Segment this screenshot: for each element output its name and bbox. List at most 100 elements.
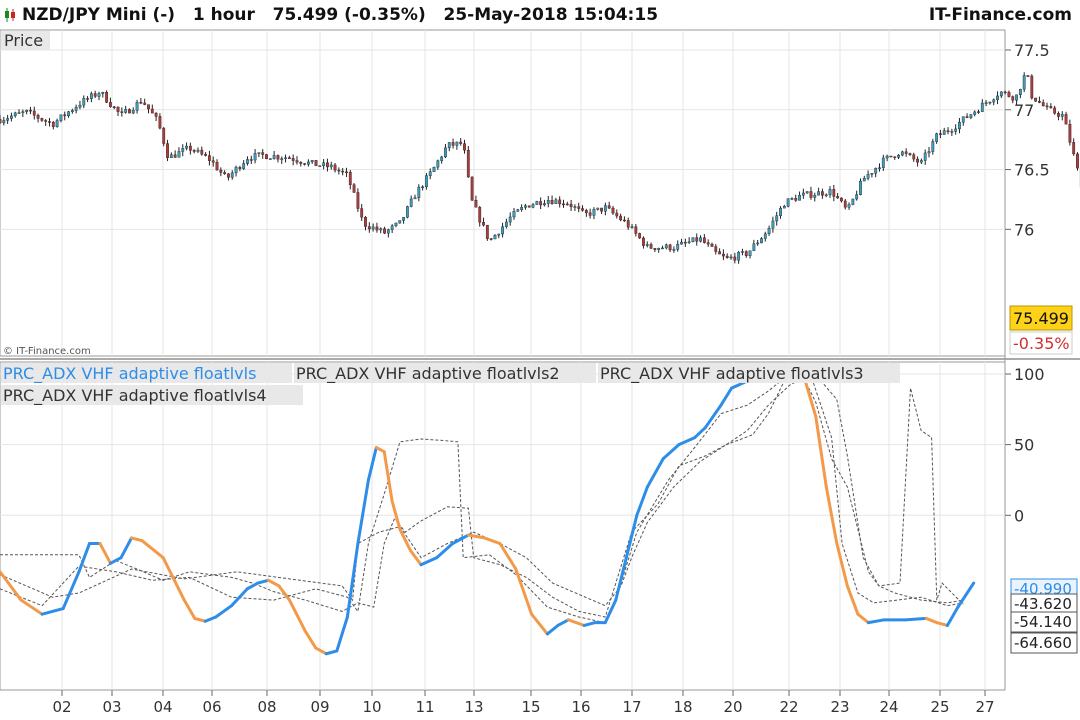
oscillator-segment [451,533,470,546]
price-panel[interactable] [0,29,1006,357]
candle [801,188,805,199]
candle [786,198,790,208]
candle [268,158,272,160]
candle [10,112,13,122]
candle [565,201,569,206]
candle [131,107,135,115]
candle [246,156,249,166]
indicator-tab-1-label: PRC_ADX VHF adaptive floatlvls [3,364,256,384]
copyright-text: © IT-Finance.com [3,346,91,357]
x-tick-label: 02 [52,698,71,716]
candle [409,195,413,208]
candle [737,250,741,264]
candle [0,114,2,125]
candle [885,154,889,162]
candle [699,235,702,243]
candle [238,165,242,172]
candle [649,242,653,249]
oscillator-segment [303,629,318,650]
last-price-badge-text: 75.499 [1013,309,1069,328]
candle [432,166,436,172]
candle [360,203,364,221]
candle [463,139,466,154]
candle [48,117,51,127]
candle [63,111,67,121]
candle [169,152,173,158]
x-tick-label: 15 [521,698,540,716]
candle [230,170,234,180]
candle [341,168,345,176]
candle [866,170,870,181]
candle [813,192,817,202]
candle [2,116,6,126]
oscillator-segment [614,556,628,602]
oscillator-segment [419,556,439,567]
candle [154,112,158,122]
candle [828,186,832,198]
indicator-tab-1[interactable] [1,363,292,383]
candle [935,132,939,144]
candle [329,161,333,170]
candle [908,152,912,156]
candle [208,150,211,166]
candle [820,188,824,199]
brand-name: IT-Finance.com [928,5,1072,25]
candle [581,205,584,212]
candle [253,149,257,164]
oscillator-segment [635,485,649,517]
candle [364,216,367,231]
last-price-badge [1009,305,1073,331]
candle [326,158,329,172]
candle [744,250,748,258]
indicator-tab-2[interactable] [294,363,596,383]
oscillator-segment [98,542,113,565]
candle [482,217,485,227]
candle [897,154,900,160]
indicator-tab-4[interactable] [1,385,303,405]
x-tick-label: 24 [879,698,898,716]
candle [93,90,97,99]
oscillator-segment [230,587,249,608]
indicator-panel[interactable] [0,361,1006,691]
candle [51,120,55,130]
candle [227,173,230,181]
candle [109,97,112,108]
oscillator-segment [693,426,707,440]
candle [74,104,78,114]
candle [337,167,341,175]
x-tick-label: 10 [362,698,381,716]
candle [889,155,893,158]
candle [584,208,588,217]
candle [741,248,744,256]
candle [242,160,246,171]
indicator-tab-3[interactable] [598,363,900,383]
candle [683,238,687,247]
candle [112,105,116,110]
candle [733,252,737,264]
candle [223,170,227,175]
candle [287,155,291,159]
oscillator-segment [366,445,378,482]
candle [603,202,607,216]
oscillator-segment [835,542,849,588]
candle [436,159,440,170]
candle [657,247,661,253]
oscillator-segment [703,403,723,430]
candle [805,191,809,194]
candle [78,100,82,110]
candle [939,129,942,139]
candle [535,200,539,205]
candle [356,188,360,212]
oscillator-segment [530,612,549,636]
candle [977,109,980,114]
candle [718,248,721,255]
candle [1018,88,1022,99]
candle [840,197,843,203]
candle [192,149,196,154]
price-change: (-0.35%) [344,5,426,25]
candle [124,105,128,114]
price-tick-label: 77.5 [1014,41,1050,60]
candle [390,224,394,234]
candle [333,162,337,173]
